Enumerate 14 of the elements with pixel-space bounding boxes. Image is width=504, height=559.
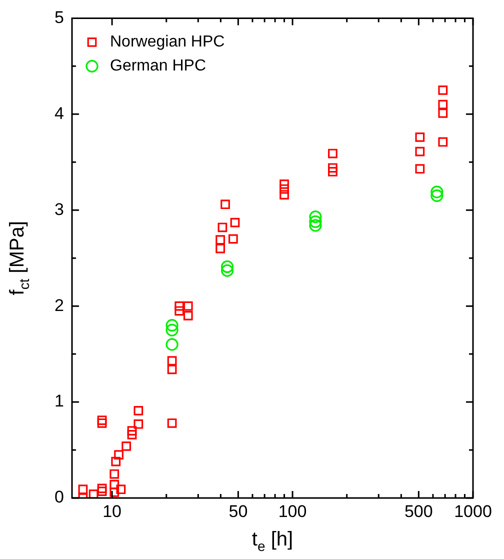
y-tick-label: 1: [54, 392, 64, 411]
y-tick-label: 5: [54, 8, 64, 27]
legend-label: German HPC: [110, 58, 206, 75]
y-tick-label: 3: [54, 200, 64, 219]
x-tick-label: 10: [102, 502, 122, 521]
x-tick-label: 500: [404, 502, 433, 521]
x-tick-label: 100: [278, 502, 307, 521]
y-tick-label: 2: [54, 296, 64, 315]
legend-label: Norwegian HPC: [110, 34, 225, 51]
y-tick-label: 4: [54, 104, 64, 123]
x-tick-label: 1000: [454, 502, 492, 521]
y-tick-label: 0: [54, 488, 64, 507]
y-axis-title: fct [MPa]: [6, 220, 32, 296]
x-tick-label: 50: [228, 502, 248, 521]
